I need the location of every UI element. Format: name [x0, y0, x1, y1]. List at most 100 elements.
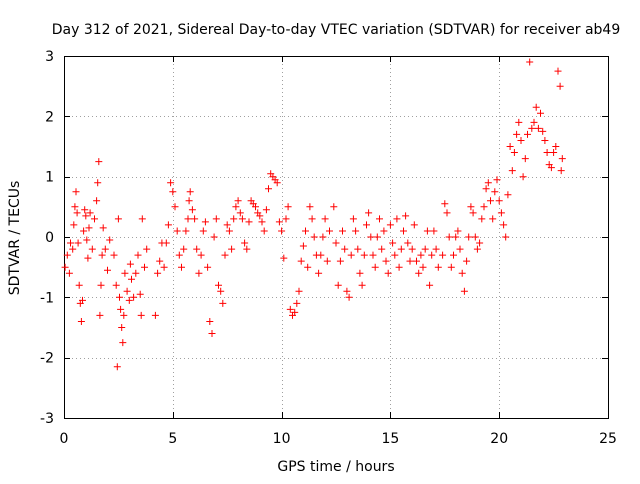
data-point: [363, 221, 370, 229]
data-point: [341, 245, 349, 253]
data-point: [456, 245, 464, 253]
data-point: [495, 197, 503, 205]
data-point: [61, 263, 69, 271]
data-point: [458, 269, 466, 277]
data-point: [478, 215, 486, 223]
data-point: [336, 257, 344, 265]
data-point: [391, 251, 399, 259]
data-point: [306, 203, 314, 211]
data-point: [413, 257, 420, 265]
x-tick-label: 25: [599, 431, 617, 447]
data-point: [180, 245, 188, 253]
data-point: [85, 224, 93, 232]
data-point: [138, 215, 146, 223]
data-point: [79, 296, 86, 304]
data-point: [167, 179, 175, 187]
data-point: [352, 227, 360, 235]
data-point: [415, 269, 423, 277]
data-point: [554, 67, 562, 75]
data-point: [199, 227, 207, 235]
y-tick-label: 1: [45, 170, 54, 186]
data-point: [223, 221, 231, 229]
data-point: [447, 263, 455, 271]
data-point: [330, 203, 338, 211]
data-point: [193, 245, 201, 253]
data-point: [75, 281, 83, 289]
data-point: [310, 233, 318, 241]
data-point: [519, 173, 527, 181]
data-point: [212, 215, 220, 223]
x-tick-label: 0: [60, 431, 69, 447]
data-point: [397, 245, 405, 253]
data-point: [423, 227, 431, 235]
y-tick-label: 0: [45, 230, 54, 246]
data-point: [217, 287, 225, 295]
data-point: [334, 281, 342, 289]
data-point: [96, 311, 104, 319]
data-point: [238, 215, 246, 223]
data-point: [308, 215, 316, 223]
data-point: [70, 221, 78, 229]
data-point: [508, 167, 516, 175]
y-tick-label: -1: [40, 290, 54, 306]
data-point: [225, 227, 233, 235]
data-point: [395, 263, 403, 271]
data-point: [502, 233, 510, 241]
axis-ticks: [64, 56, 609, 419]
data-point: [484, 179, 492, 187]
data-point: [245, 218, 253, 226]
data-point: [326, 227, 333, 235]
data-point: [86, 209, 94, 217]
data-point: [497, 209, 505, 217]
data-point: [171, 203, 179, 211]
data-point: [347, 251, 355, 259]
data-point: [373, 233, 381, 241]
data-point: [230, 215, 238, 223]
data-point: [219, 299, 227, 307]
data-point: [550, 149, 558, 156]
data-point: [467, 203, 475, 211]
data-point: [384, 269, 392, 277]
data-point: [369, 251, 377, 259]
data-point: [265, 185, 272, 193]
data-point: [371, 263, 379, 271]
data-point: [117, 305, 125, 313]
data-point: [354, 245, 362, 253]
data-point: [184, 215, 192, 223]
data-point: [262, 206, 270, 214]
data-point: [528, 124, 536, 132]
data-point: [284, 203, 292, 211]
data-point: [98, 251, 106, 259]
data-point: [504, 191, 512, 199]
data-point: [365, 209, 373, 217]
data-point: [118, 324, 126, 331]
data-point: [236, 209, 244, 217]
data-point: [441, 200, 449, 208]
data-point: [526, 58, 534, 66]
data-point: [367, 233, 375, 241]
y-tick-label: -3: [40, 411, 54, 427]
y-axis-label: SDTVAR / TECUs: [7, 181, 23, 296]
data-point: [93, 197, 101, 205]
data-point: [173, 227, 181, 235]
data-point: [321, 215, 329, 223]
data-point: [534, 124, 542, 132]
data-point: [252, 203, 259, 211]
data-point: [432, 245, 440, 253]
data-point: [552, 143, 560, 150]
data-point: [286, 305, 294, 313]
data-point: [186, 188, 194, 196]
data-point: [304, 263, 312, 271]
data-point: [116, 293, 123, 301]
data-point: [430, 227, 438, 235]
data-point: [428, 251, 436, 259]
data-points: [61, 58, 566, 371]
data-point: [419, 263, 427, 271]
data-point: [360, 251, 368, 259]
data-point: [77, 318, 85, 325]
data-point: [530, 118, 538, 126]
data-point: [185, 197, 193, 205]
data-point: [343, 287, 351, 295]
data-point: [63, 251, 71, 259]
